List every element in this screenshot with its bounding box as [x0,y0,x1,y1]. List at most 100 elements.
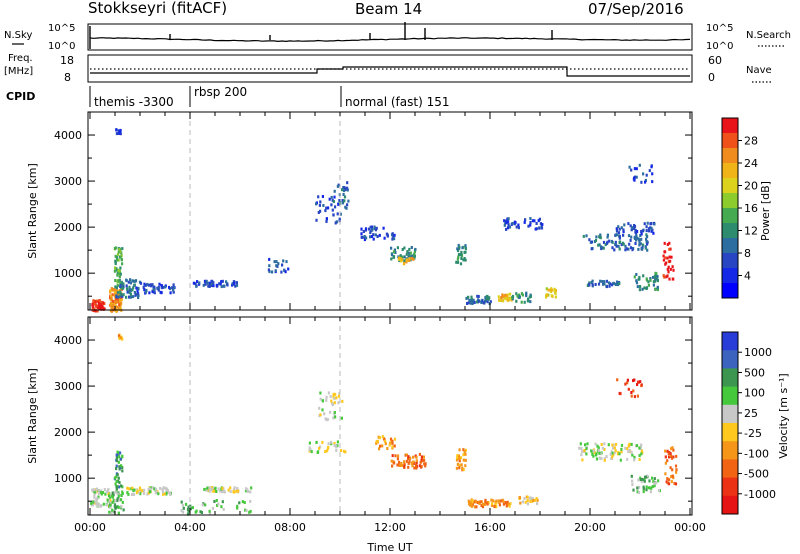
data-cell [99,504,102,508]
data-cell [121,337,124,341]
data-cell [644,245,647,249]
data-cell [99,306,102,310]
data-cell [619,458,622,462]
data-cell [420,455,423,459]
data-cell [162,486,165,490]
data-cell [119,299,122,303]
data-cell [369,231,372,235]
data-cell [204,282,207,286]
data-cell [116,300,119,304]
x-tick-label: 20:00 [574,521,606,534]
data-cell [362,230,365,233]
data-cell [554,295,557,299]
data-cell [632,389,635,393]
data-cell [649,490,652,494]
data-cell [277,262,280,266]
data-cell [338,199,341,202]
data-cell [317,195,320,199]
data-cell [171,286,174,290]
data-cell [389,441,392,445]
data-cell [202,283,205,287]
data-cell [327,442,330,446]
data-cell [635,238,638,242]
y-tick-label: 1000 [54,472,82,485]
colorbar-swatch [722,404,738,424]
data-cell [537,219,540,223]
data-cell [407,455,410,459]
data-cell [318,203,321,207]
data-cell [169,291,172,295]
data-cell [113,246,117,250]
data-cell [325,220,328,223]
frequency-line [90,66,690,77]
data-cell [636,236,639,240]
data-cell [408,247,411,251]
data-cell [620,450,623,454]
data-cell [205,488,208,492]
data-cell [614,240,617,244]
data-cell [115,267,118,271]
data-cell [399,259,403,263]
noise-sky-label: N.Sky [4,30,32,41]
data-cell [144,283,147,287]
data-cell [390,246,393,250]
data-cell [472,298,475,302]
data-cell [122,508,125,512]
data-cell [212,486,215,490]
data-cell [626,378,629,382]
data-cell [325,398,328,402]
data-cell [118,498,121,502]
data-cell [109,493,112,497]
colorbar-tick-label: 500 [744,366,765,379]
data-cell [115,479,118,483]
data-cell [104,492,107,496]
data-cell [637,491,640,494]
data-cell [247,489,250,493]
data-cell [603,448,606,451]
data-cell [633,275,636,279]
data-cell [143,288,146,292]
data-cell [118,269,121,273]
data-cell [143,488,146,492]
data-cell [327,445,330,449]
colorbar-swatch [722,178,738,194]
data-cell [212,284,215,288]
data-cell [386,447,389,450]
data-cell [394,251,397,254]
data-cell [333,442,336,445]
data-cell [597,446,600,450]
data-cell [505,504,508,508]
data-cell [390,257,393,261]
data-cell [622,230,625,234]
data-cell [208,285,211,288]
colorbar-swatch [722,193,738,209]
data-cell [221,486,224,490]
data-cell [476,294,479,298]
data-cell [194,510,197,514]
data-cell [420,465,423,468]
data-cell [579,442,582,446]
data-cell [670,475,673,479]
data-cell [669,259,672,263]
data-cell [231,282,234,286]
data-cell [121,485,124,489]
freq-left-tick-bottom: 8 [64,71,71,84]
data-cell [96,504,100,508]
data-cell [234,284,237,288]
data-cell [647,280,650,284]
data-cell [107,492,110,496]
data-cell [95,502,98,506]
data-cell [347,199,350,203]
data-cell [424,462,427,466]
data-cell [516,294,519,298]
data-cell [117,476,120,480]
data-cell [618,234,621,238]
data-cell [391,454,394,458]
data-cell [601,280,604,283]
data-cell [120,494,123,497]
data-cell [536,498,539,502]
data-cell [633,224,637,228]
data-cell [118,336,121,340]
cpid-label: CPID [6,90,35,103]
colorbar-swatch [722,386,738,406]
